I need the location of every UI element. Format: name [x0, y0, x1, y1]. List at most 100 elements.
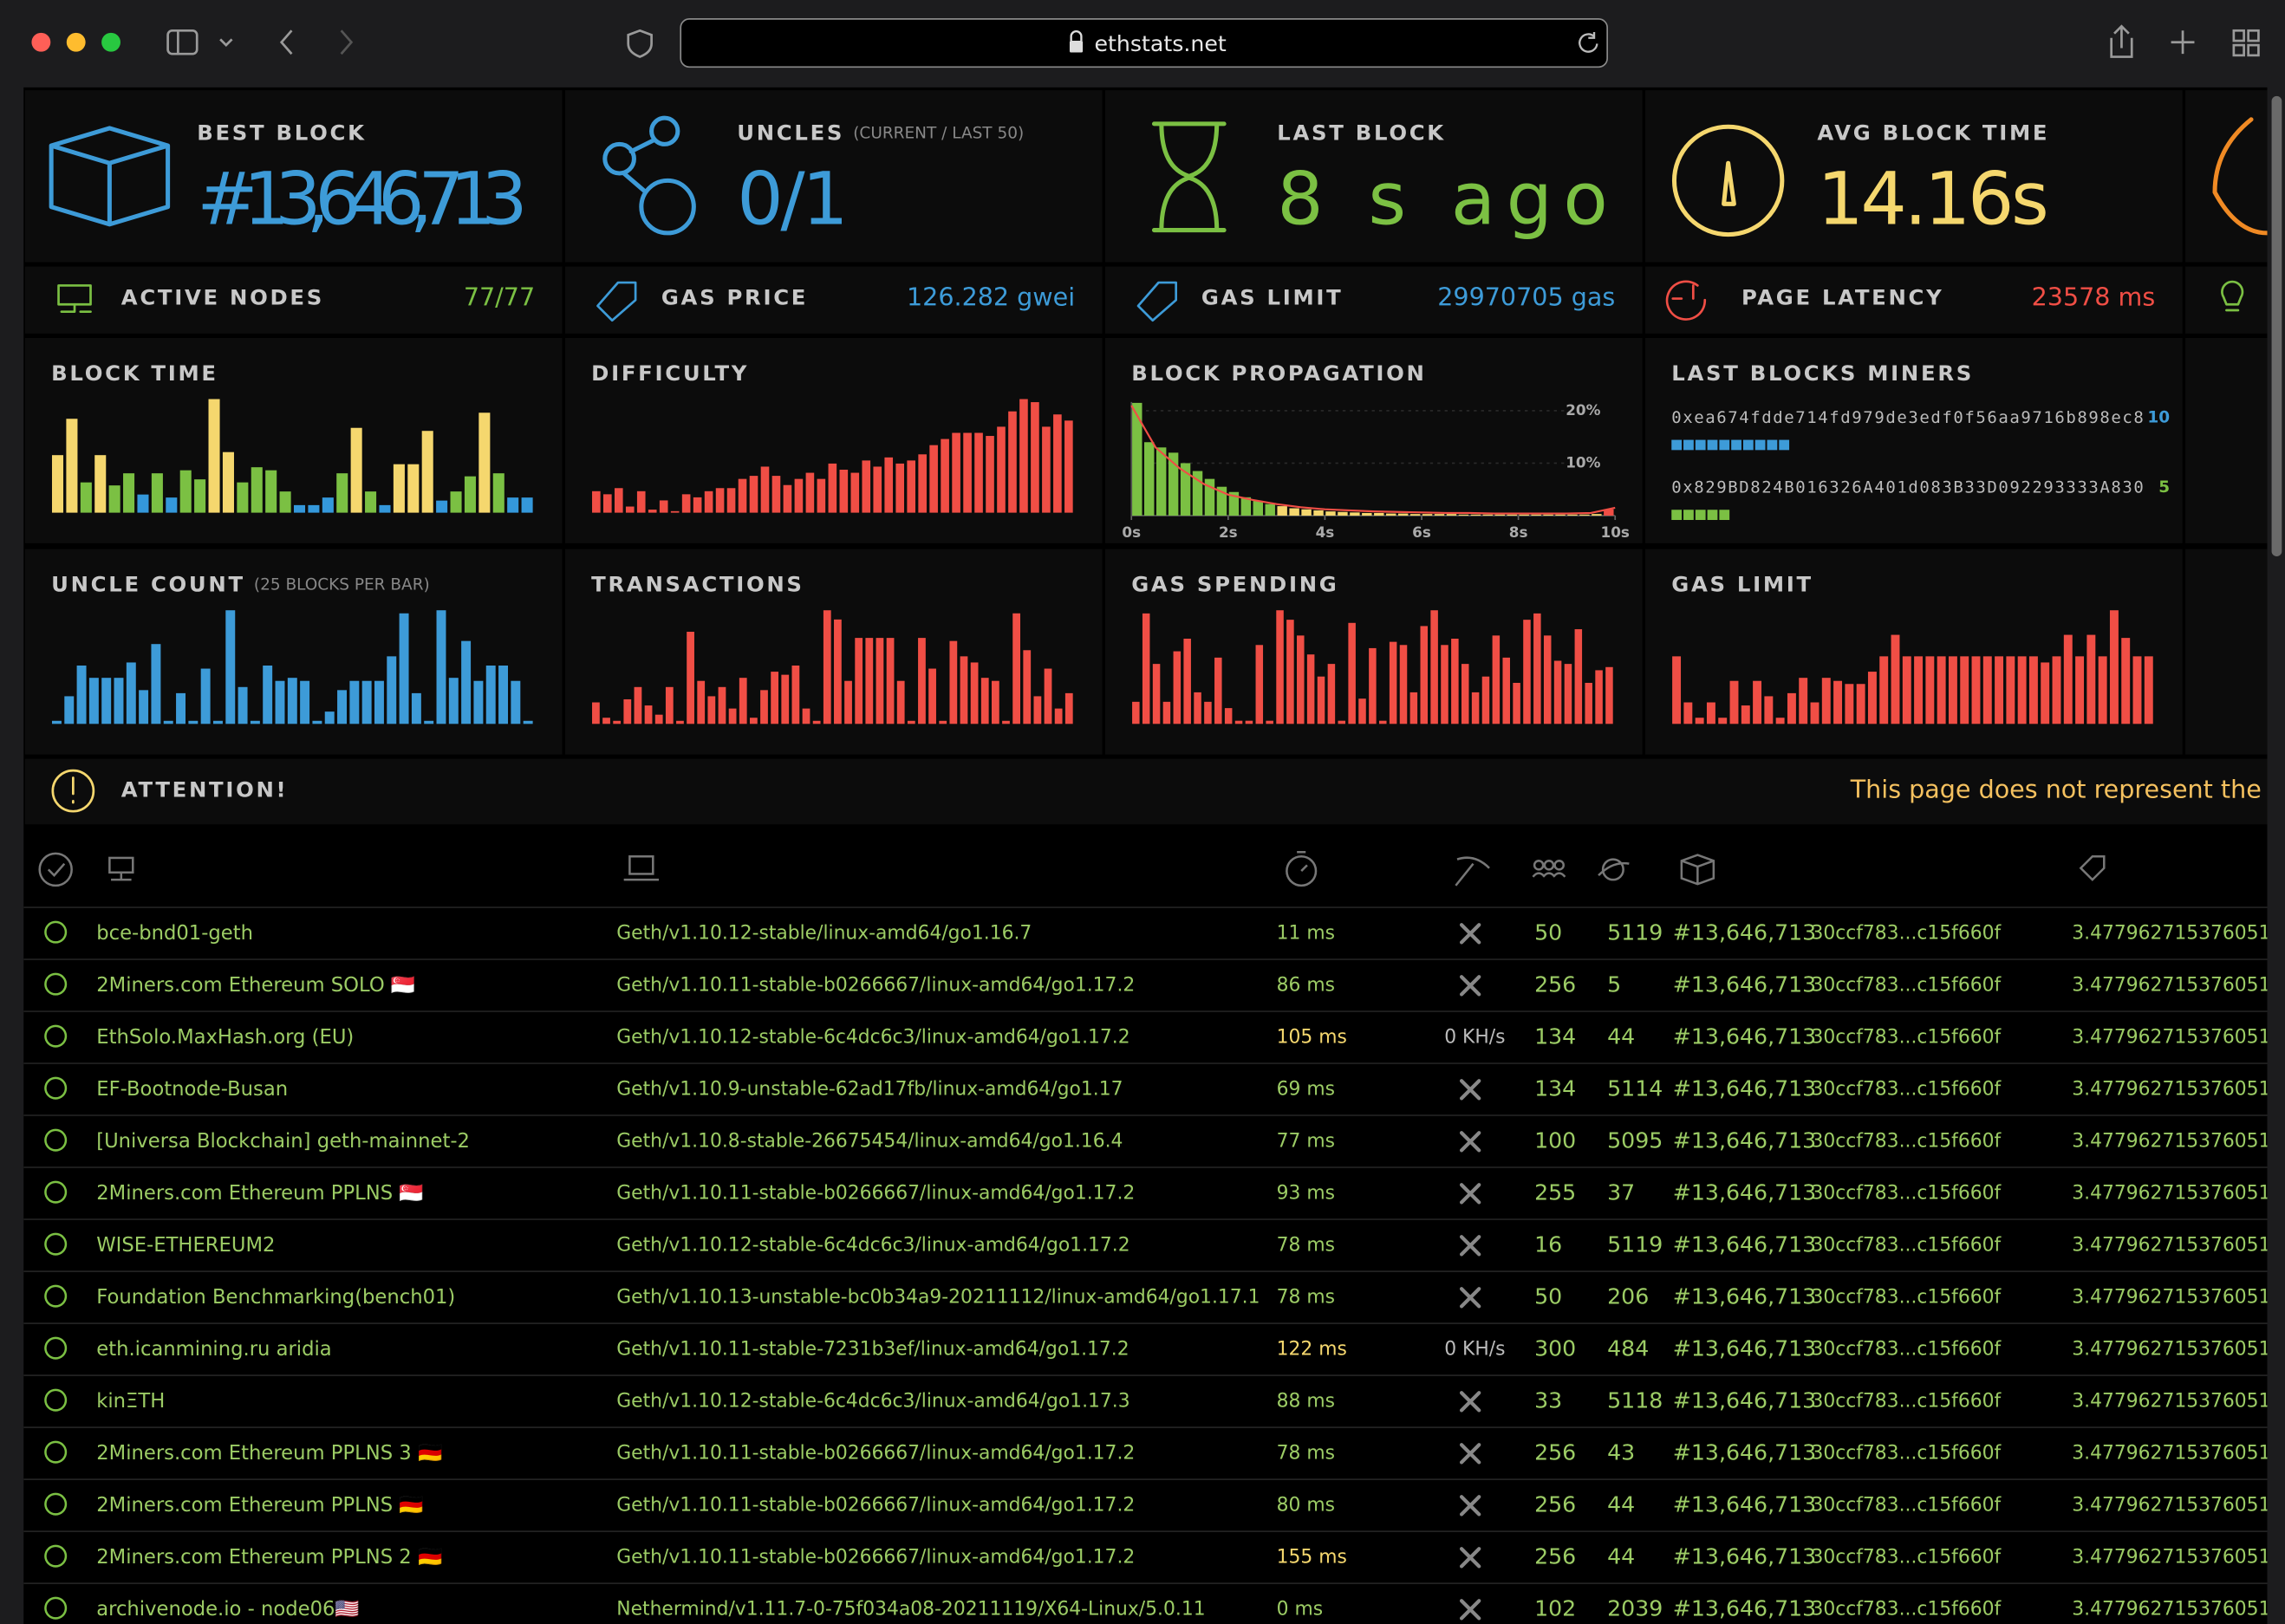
bar — [645, 705, 653, 724]
node-block: #13,646,713 — [1673, 1179, 1816, 1205]
bar — [280, 491, 291, 512]
bar — [225, 610, 235, 724]
bar — [1064, 420, 1073, 512]
bar — [478, 412, 490, 512]
bar — [1811, 703, 1820, 724]
bar — [592, 703, 600, 724]
chart-title-text: UNCLE COUNT — [51, 572, 245, 597]
y-tick-label: 10% — [1566, 453, 1600, 471]
x-tick-label: 6s — [1412, 523, 1431, 541]
bar — [1502, 658, 1510, 724]
bar — [473, 681, 483, 724]
metric-value: 29970705 gas — [1437, 283, 1615, 312]
bar — [1055, 709, 1063, 724]
bar — [908, 721, 915, 724]
miner-address: 0x829BD824B016326A401d083B33D092293333A8… — [1671, 478, 2144, 497]
node-block: #13,646,713 — [1673, 1231, 1816, 1257]
bar — [412, 693, 421, 724]
chart-title-text: TRANSACTIONS — [591, 572, 804, 597]
histogram-bar — [1144, 442, 1154, 516]
bar — [873, 466, 882, 512]
bar — [1174, 652, 1182, 724]
node-peers: 255 — [1534, 1179, 1576, 1205]
histogram-bar — [1507, 515, 1517, 516]
histogram-bar — [1277, 506, 1286, 516]
node-block: #13,646,713 — [1673, 1075, 1816, 1101]
node-block: #13,646,713 — [1673, 1127, 1816, 1153]
miner-address: 0xea674fdde714fd979de3edf0f56aa9716b898e… — [1671, 408, 2144, 427]
histogram-bar — [1362, 513, 1371, 516]
node-block: #13,646,713 — [1673, 1335, 1816, 1361]
stat-sublabel: (CURRENT / LAST 50) — [853, 125, 1024, 143]
bar — [855, 638, 863, 724]
bar — [1042, 426, 1051, 512]
node-peers: 300 — [1534, 1335, 1576, 1361]
bar — [1266, 721, 1273, 724]
node-pending: 5114 — [1607, 1075, 1663, 1101]
bar — [761, 466, 770, 512]
miner-count: 5 — [2158, 478, 2170, 497]
bar — [1183, 639, 1191, 724]
bar — [336, 473, 348, 512]
node-name: [Universa Blockchain] geth-mainnet-2 — [96, 1130, 470, 1153]
bar — [626, 507, 635, 513]
scrollbar[interactable] — [2272, 96, 2282, 556]
bar — [817, 479, 826, 513]
histogram-bar — [1567, 515, 1577, 516]
node-difficulty: 3.477962715376051e+22 — [2072, 1286, 2285, 1308]
bar — [1696, 718, 1704, 724]
node-pending: 5119 — [1607, 919, 1663, 945]
bar — [1983, 656, 1992, 724]
bar — [276, 681, 285, 724]
bar — [997, 426, 1006, 512]
miner-block — [1671, 440, 1682, 451]
bar — [2133, 656, 2142, 724]
node-client: Geth/v1.10.13-unstable-bc0b34a9-20211112… — [616, 1286, 1260, 1308]
chart-title: GAS SPENDING — [1131, 572, 1338, 597]
bar — [1410, 692, 1418, 724]
stat-label: BEST BLOCK — [197, 120, 366, 146]
histogram-bar — [1519, 515, 1528, 516]
histogram-bar — [1386, 514, 1396, 516]
histogram-bar — [1325, 511, 1335, 516]
url-text: ethstats.net — [1095, 31, 1227, 56]
node-name: archivenode.io - node06🇺🇸 — [96, 1598, 359, 1621]
bar — [974, 432, 983, 512]
node-block: #13,646,713 — [1673, 1283, 1816, 1309]
bar — [963, 432, 972, 512]
histogram-bar — [1435, 514, 1444, 516]
metric-value: 126.282 gwei — [907, 283, 1075, 312]
bar — [1799, 678, 1807, 724]
zoom-button[interactable] — [101, 33, 120, 52]
bar — [176, 693, 186, 724]
node-pending: 5118 — [1607, 1387, 1663, 1413]
panel — [2185, 549, 2273, 755]
node-block-hash: 30ccf783...c15f660f — [1811, 1442, 2002, 1464]
bar — [1420, 626, 1428, 724]
bar — [928, 669, 936, 724]
histogram-bar — [1266, 504, 1275, 516]
bar — [1008, 412, 1017, 513]
bar — [294, 505, 305, 513]
node-block: #13,646,713 — [1673, 1595, 1816, 1621]
bar — [1914, 656, 1923, 724]
node-latency: 78 ms — [1277, 1234, 1335, 1256]
node-latency: 155 ms — [1277, 1546, 1347, 1568]
node-peers: 256 — [1534, 1491, 1576, 1517]
x-tick-label: 0s — [1122, 523, 1141, 541]
bar — [1672, 656, 1681, 724]
minimize-button[interactable] — [67, 33, 86, 52]
bar — [1482, 677, 1490, 724]
node-difficulty: 3.477962715376051e+22 — [2072, 1078, 2285, 1100]
miner-block — [1683, 440, 1694, 451]
bar — [1937, 656, 1946, 724]
node-name: 2Miners.com Ethereum SOLO 🇸🇬 — [96, 974, 415, 997]
node-difficulty: 3.477962715376051e+22 — [2072, 1494, 2285, 1516]
bar — [727, 488, 736, 512]
bar — [2121, 638, 2130, 724]
close-button[interactable] — [31, 33, 50, 52]
node-block-hash: 30ccf783...c15f660f — [1811, 1390, 2002, 1412]
bar — [697, 681, 705, 724]
node-name: 2Miners.com Ethereum PPLNS 3 🇩🇪 — [96, 1442, 442, 1465]
bar — [648, 510, 657, 513]
